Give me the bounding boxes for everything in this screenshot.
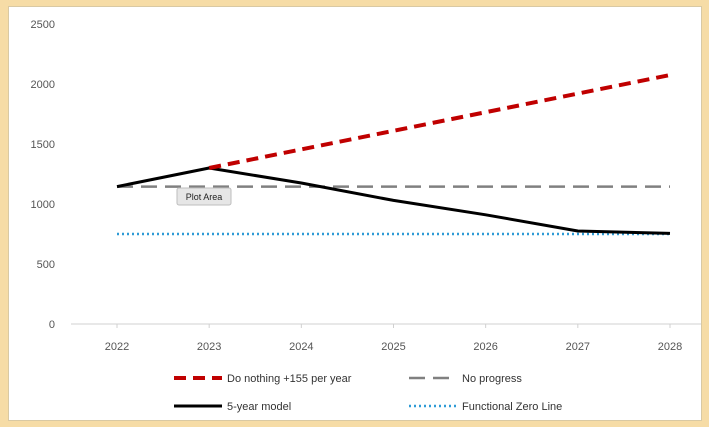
y-tick-label: 1500 bbox=[31, 139, 55, 151]
y-tick-label: 0 bbox=[49, 319, 55, 331]
y-tick-label: 2000 bbox=[31, 79, 55, 91]
series-line-0 bbox=[208, 73, 671, 170]
legend-label: Do nothing +155 per year bbox=[227, 373, 352, 385]
x-tick-label: 2028 bbox=[658, 341, 682, 353]
x-tick-label: 2022 bbox=[105, 341, 129, 353]
line-chart: 0 500 1000 1500 2000 2500 2022 2023 2024 2025 2026… bbox=[31, 19, 701, 413]
plot-area-tooltip-box bbox=[176, 187, 232, 206]
y-tick-label: 2500 bbox=[31, 19, 55, 31]
x-tick-label: 2026 bbox=[473, 341, 497, 353]
x-tick-label: 2023 bbox=[197, 341, 221, 353]
y-tick-label: 1000 bbox=[31, 199, 55, 211]
legend-label: 5-year model bbox=[227, 401, 291, 413]
plot-area-tooltip-text: Plot Area bbox=[186, 192, 223, 202]
legend-label: Functional Zero Line bbox=[462, 401, 562, 413]
y-tick-label: 500 bbox=[37, 259, 55, 271]
legend-label: No progress bbox=[462, 373, 522, 385]
chart-panel: 0 500 1000 1500 2000 2500 2022 2023 2024 2025 2026… bbox=[8, 6, 702, 421]
x-tick-label: 2024 bbox=[289, 341, 313, 353]
x-tick-label: 2025 bbox=[381, 341, 405, 353]
x-tick-label: 2027 bbox=[566, 341, 590, 353]
